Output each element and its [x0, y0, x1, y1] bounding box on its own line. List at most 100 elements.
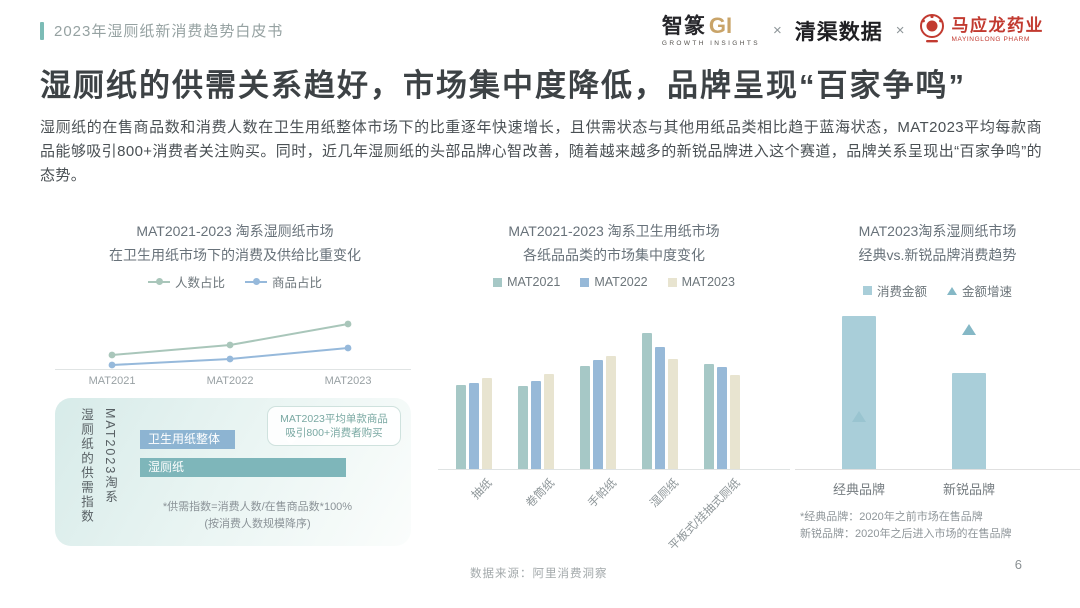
supply-demand-box: 湿厕纸的供需指数 MAT2023淘系 卫生用纸整体 湿厕纸 MAT2023平均单… — [55, 398, 411, 546]
chart-title: MAT2021-2023 淘系湿厕纸市场 在卫生用纸市场下的消费及供给比重变化 — [55, 219, 415, 267]
legend-marker-square-icon — [580, 277, 590, 287]
chart-title: MAT2023淘系湿厕纸市场 经典vs.新锐品牌消费趋势 — [795, 219, 1080, 267]
chart-market-concentration: MAT2021-2023 淘系卫生用纸市场 各纸品品类的市场集中度变化 MAT2… — [438, 215, 790, 593]
chart-title-line1: MAT2023淘系湿厕纸市场 — [858, 223, 1017, 239]
bar-MAT2022 — [531, 381, 541, 469]
category-label: 抽纸 — [469, 477, 495, 502]
page-number: 6 — [1014, 557, 1022, 572]
bar-MAT2022 — [593, 360, 603, 469]
chart-share-trend: MAT2021-2023 淘系湿厕纸市场 在卫生用纸市场下的消费及供给比重变化 … — [55, 215, 415, 565]
legend-marker-square-icon — [667, 277, 677, 287]
category-label: 手帕纸 — [585, 477, 619, 511]
bar-MAT2022 — [469, 383, 479, 469]
chart-title-line1: MAT2021-2023 淘系卫生用纸市场 — [508, 223, 720, 239]
bar-MAT2021 — [580, 366, 590, 469]
legend-item: 商品占比 — [245, 272, 322, 291]
partner-logos: 智篆 GI GROWTH INSIGHTS × 清渠数据 × 马应龙药业 — [662, 12, 1044, 49]
mayinglong-logo: 马应龙药业 MAYINGLONG PHARM — [918, 12, 1045, 49]
bar-MAT2023 — [668, 359, 678, 469]
category-label: 湿厕纸 — [647, 477, 681, 511]
mayinglong-name: 马应龙药业 — [951, 16, 1044, 36]
footnote-line2: 新锐品牌：2020年之后进入市场的在售品牌 — [800, 528, 1012, 540]
footnote-line1: *经典品牌：2020年之前市场在售品牌 — [800, 511, 983, 523]
multiply-separator-icon: × — [772, 22, 782, 39]
bar-MAT2022 — [655, 347, 665, 469]
line-plot — [55, 320, 411, 370]
zhizhuan-subtitle: GROWTH INSIGHTS — [661, 39, 760, 47]
legend-item: MAT2023 — [667, 275, 735, 289]
doc-title: 2023年湿厕纸新消费趋势白皮书 — [54, 23, 284, 40]
bar-MAT2023 — [606, 356, 616, 469]
chart-legend: 消费金额 金额增速 — [795, 281, 1080, 300]
index-bar-wet-wipe: 湿厕纸 — [140, 458, 346, 477]
x-tick-label: MAT2022 — [206, 375, 254, 387]
zhizhuan-logo: 智篆 GI GROWTH INSIGHTS — [661, 12, 760, 47]
chart-legend: MAT2021 MAT2022 MAT2023 — [438, 275, 790, 289]
x-axis-labels: 抽纸 卷筒纸 手帕纸 湿厕纸 平板式/挂抽式厕纸 — [438, 475, 790, 575]
chart-legend: 人数占比 商品占比 — [55, 272, 415, 291]
legend-label: 消费金额 — [876, 285, 927, 299]
x-tick-label: MAT2021 — [88, 375, 136, 387]
callout-bubble: MAT2023平均单款商品 吸引800+消费者购买 — [267, 406, 401, 446]
legend-label: 金额增速 — [962, 285, 1013, 299]
multiply-separator-icon: × — [895, 22, 905, 39]
bar-MAT2023 — [544, 374, 554, 469]
category-label: 卷筒纸 — [523, 477, 557, 511]
mayinglong-subtitle: MAYINGLONG PHARM — [951, 36, 1030, 44]
x-axis-labels: MAT2021 MAT2022 MAT2023 — [55, 375, 415, 389]
x-axis-labels: 经典品牌 新锐品牌 — [795, 479, 1080, 497]
legend-label: 商品占比 — [272, 276, 323, 290]
chart-title-line2: 在卫生用纸市场下的消费及供给比重变化 — [109, 247, 361, 263]
bar-plot — [795, 300, 1080, 470]
mayinglong-seal-icon — [918, 12, 946, 49]
footnote-line1: *供需指数=消费人数/在售商品数*100% — [162, 501, 353, 513]
legend-item: 人数占比 — [147, 272, 225, 291]
callout-line1: MAT2023平均单款商品 — [280, 413, 388, 425]
chart-classic-vs-new: MAT2023淘系湿厕纸市场 经典vs.新锐品牌消费趋势 消费金额 金额增速 经典… — [795, 215, 1080, 565]
legend-item: 消费金额 — [862, 281, 927, 300]
bar-MAT2023 — [482, 378, 492, 469]
legend-marker-square-icon — [493, 277, 503, 287]
legend-marker-triangle-icon — [947, 286, 957, 295]
bar-MAT2021 — [642, 333, 652, 469]
grouped-bar-plot — [438, 295, 790, 470]
accent-bar — [40, 21, 44, 40]
zhizhuan-name: 智篆 — [661, 14, 706, 38]
vertical-label-left: 湿厕纸的供需指数 — [79, 408, 93, 524]
vertical-label-right: MAT2023淘系 — [103, 408, 117, 505]
doc-header: 2023年湿厕纸新消费趋势白皮书 — [40, 20, 283, 41]
chart-title-line2: 经典vs.新锐品牌消费趋势 — [858, 247, 1017, 263]
legend-label: MAT2022 — [594, 275, 648, 289]
legend-marker-line-dot-icon — [245, 278, 267, 285]
vertical-axis-label: 湿厕纸的供需指数 MAT2023淘系 — [77, 408, 120, 538]
data-source: 数据来源：阿里消费洞察 — [470, 568, 608, 580]
bar-MAT2021 — [704, 364, 714, 469]
bar-MAT2021 — [518, 386, 528, 469]
category-label: 经典品牌 — [832, 482, 885, 497]
bar-MAT2023 — [730, 375, 740, 469]
growth-marker-经典品牌 — [852, 411, 866, 422]
bar-MAT2021 — [456, 385, 466, 469]
callout-line2: 吸引800+消费者购买 — [285, 427, 383, 439]
bar-MAT2022 — [717, 367, 727, 469]
x-tick-label: MAT2023 — [324, 375, 372, 387]
chart-title-line2: 各纸品品类的市场集中度变化 — [523, 247, 705, 263]
mayinglong-wordmark: 马应龙药业 MAYINGLONG PHARM — [952, 17, 1045, 44]
legend-label: MAT2023 — [681, 275, 735, 289]
legend-item: MAT2022 — [580, 275, 648, 289]
zhizhuan-gi: GI — [708, 12, 733, 38]
legend-item: 金额增速 — [947, 281, 1012, 300]
legend-label: 人数占比 — [174, 276, 225, 290]
legend-item: MAT2021 — [493, 275, 560, 289]
bar-新锐品牌 — [952, 373, 986, 469]
zhizhuan-wordmark: 智篆 GI — [661, 12, 733, 38]
footnote: *经典品牌：2020年之前市场在售品牌 新锐品牌：2020年之后进入市场的在售品… — [800, 509, 1011, 543]
footnote-line2: (按消费人数规模降序) — [204, 518, 311, 530]
legend-label: MAT2021 — [507, 275, 561, 289]
chart-title-line1: MAT2021-2023 淘系湿厕纸市场 — [136, 223, 334, 239]
page-title: 湿厕纸的供需关系趋好，市场集中度降低，品牌呈现“百家争鸣” — [40, 68, 966, 103]
intro-paragraph: 湿厕纸的在售商品数和消费人数在卫生用纸整体市场下的比重逐年快速增长，且供需状态与… — [40, 119, 1042, 184]
chart-title: MAT2021-2023 淘系卫生用纸市场 各纸品品类的市场集中度变化 — [438, 219, 790, 267]
legend-marker-square-icon — [862, 286, 872, 295]
